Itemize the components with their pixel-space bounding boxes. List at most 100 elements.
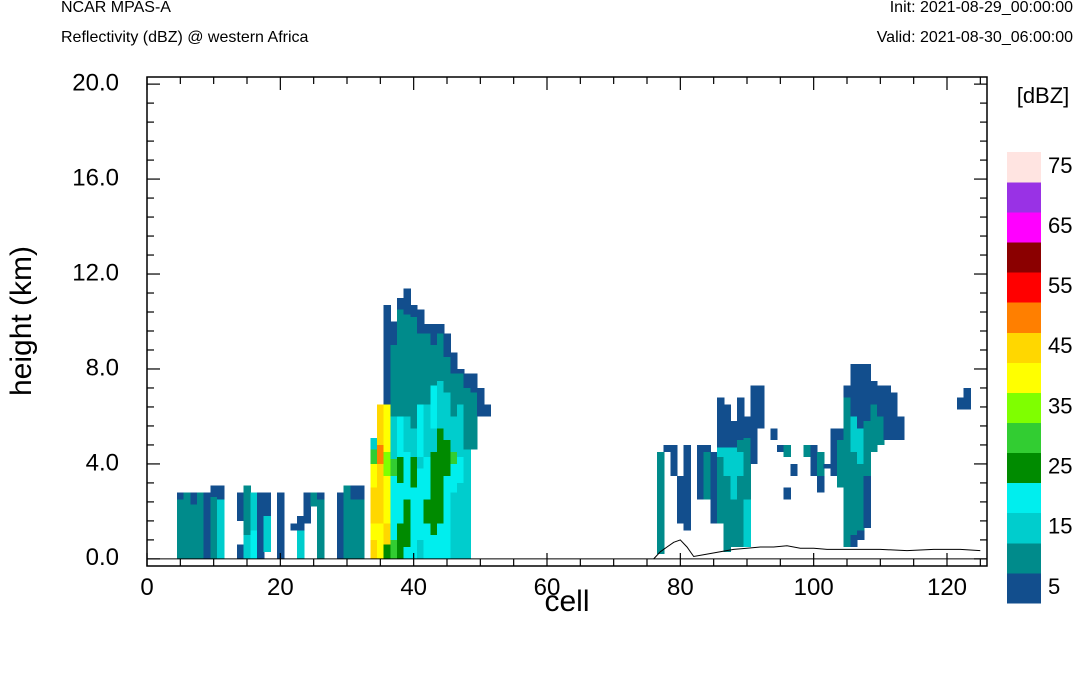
reflectivity-cell xyxy=(450,463,458,493)
reflectivity-cell xyxy=(403,314,411,417)
reflectivity-cell xyxy=(303,492,311,524)
reflectivity-cell xyxy=(417,404,425,457)
y-tick-label: 20.0 xyxy=(72,69,119,96)
reflectivity-cell xyxy=(470,373,478,393)
colorbar-unit: [dBZ] xyxy=(1017,83,1070,108)
reflectivity-cell xyxy=(430,452,438,524)
reflectivity-cell xyxy=(423,456,431,500)
reflectivity-cell xyxy=(857,530,865,540)
reflectivity-cell xyxy=(437,523,445,559)
reflectivity-cell xyxy=(737,397,745,441)
reflectivity-cell xyxy=(803,444,811,457)
reflectivity-cell xyxy=(383,304,391,405)
reflectivity-cell xyxy=(237,492,245,521)
reflectivity-cell xyxy=(263,492,271,517)
x-tick-labels: 0 20 40 60 80 100 120 xyxy=(140,574,967,601)
reflectivity-cell xyxy=(370,523,378,540)
reflectivity-cell xyxy=(190,492,198,505)
reflectivity-cell xyxy=(830,428,838,476)
colorbar-swatch xyxy=(1007,152,1041,183)
reflectivity-cell xyxy=(963,387,971,410)
reflectivity-cell xyxy=(390,416,398,460)
colorbar-swatch xyxy=(1007,302,1041,333)
init-time: Init: 2021-08-29_00:00:00 xyxy=(889,0,1073,16)
reflectivity-cells xyxy=(147,288,987,560)
reflectivity-cell xyxy=(450,492,458,559)
reflectivity-cell xyxy=(463,449,471,559)
reflectivity-cell xyxy=(790,463,798,476)
reflectivity-cell xyxy=(263,516,271,552)
axis-ticks xyxy=(146,77,987,566)
reflectivity-cell xyxy=(377,404,385,445)
reflectivity-cell xyxy=(457,373,465,405)
y-tick-label: 12.0 xyxy=(72,259,119,286)
y-tick-label: 0.0 xyxy=(86,544,119,571)
reflectivity-cell xyxy=(723,447,731,476)
reflectivity-cell xyxy=(297,530,305,559)
colorbar-swatch xyxy=(1007,182,1041,213)
model-title: NCAR MPAS-A xyxy=(61,0,171,16)
reflectivity-cell xyxy=(417,309,425,334)
reflectivity-cell xyxy=(450,352,458,374)
reflectivity-cell xyxy=(870,380,878,405)
reflectivity-cell xyxy=(450,452,458,464)
colorbar-swatch xyxy=(1007,242,1041,273)
reflectivity-cell xyxy=(370,449,378,464)
x-tick-label: 100 xyxy=(794,574,834,601)
reflectivity-cell xyxy=(437,428,445,524)
colorbar xyxy=(1007,152,1041,604)
x-tick-label: 120 xyxy=(927,574,967,601)
reflectivity-cell xyxy=(310,492,318,507)
y-tick-label: 16.0 xyxy=(72,164,119,191)
reflectivity-cell xyxy=(397,523,405,559)
reflectivity-cell xyxy=(850,416,858,453)
reflectivity-cell xyxy=(210,497,218,559)
reflectivity-cell xyxy=(670,444,678,476)
reflectivity-cell xyxy=(717,447,725,457)
reflectivity-cell xyxy=(390,475,398,540)
reflectivity-cell xyxy=(403,547,411,559)
colorbar-swatch xyxy=(1007,542,1041,574)
reflectivity-cell xyxy=(430,523,438,536)
reflectivity-cell xyxy=(437,323,445,334)
reflectivity-cell xyxy=(257,492,265,559)
reflectivity-cell xyxy=(397,309,405,417)
reflectivity-cell xyxy=(197,492,205,559)
x-axis-label: cell xyxy=(544,585,589,618)
reflectivity-cell xyxy=(377,444,385,464)
reflectivity-cell xyxy=(770,428,778,441)
y-tick-label: 4.0 xyxy=(86,449,119,476)
colorbar-swatch xyxy=(1007,512,1041,544)
reflectivity-cell xyxy=(430,323,438,346)
terrain-line xyxy=(653,539,981,560)
reflectivity-cell xyxy=(863,421,871,476)
reflectivity-cell xyxy=(417,468,425,540)
reflectivity-cell xyxy=(457,456,465,483)
reflectivity-cell xyxy=(423,499,431,524)
reflectivity-cell xyxy=(290,523,298,531)
colorbar-swatch xyxy=(1007,482,1041,514)
reflectivity-cell xyxy=(450,373,458,417)
reflectivity-cell xyxy=(210,485,218,498)
reflectivity-cell xyxy=(277,492,285,559)
x-tick-label: 20 xyxy=(267,574,294,601)
reflectivity-cell xyxy=(190,504,198,559)
reflectivity-cell xyxy=(743,437,751,500)
reflectivity-cell xyxy=(743,499,751,548)
x-tick-label: 80 xyxy=(667,574,694,601)
reflectivity-cell xyxy=(350,499,358,559)
reflectivity-cell xyxy=(397,456,405,483)
reflectivity-cell xyxy=(383,544,391,559)
reflectivity-cell xyxy=(397,416,405,457)
colorbar-label: 15 xyxy=(1048,514,1072,539)
reflectivity-cell xyxy=(863,364,871,422)
reflectivity-cell xyxy=(730,499,738,548)
reflectivity-cell xyxy=(437,380,445,429)
reflectivity-cell xyxy=(243,535,251,559)
reflectivity-cell xyxy=(837,440,845,488)
reflectivity-cell xyxy=(317,492,325,500)
reflectivity-cell xyxy=(457,404,465,457)
reflectivity-cell xyxy=(370,437,378,450)
colorbar-swatch xyxy=(1007,452,1041,484)
